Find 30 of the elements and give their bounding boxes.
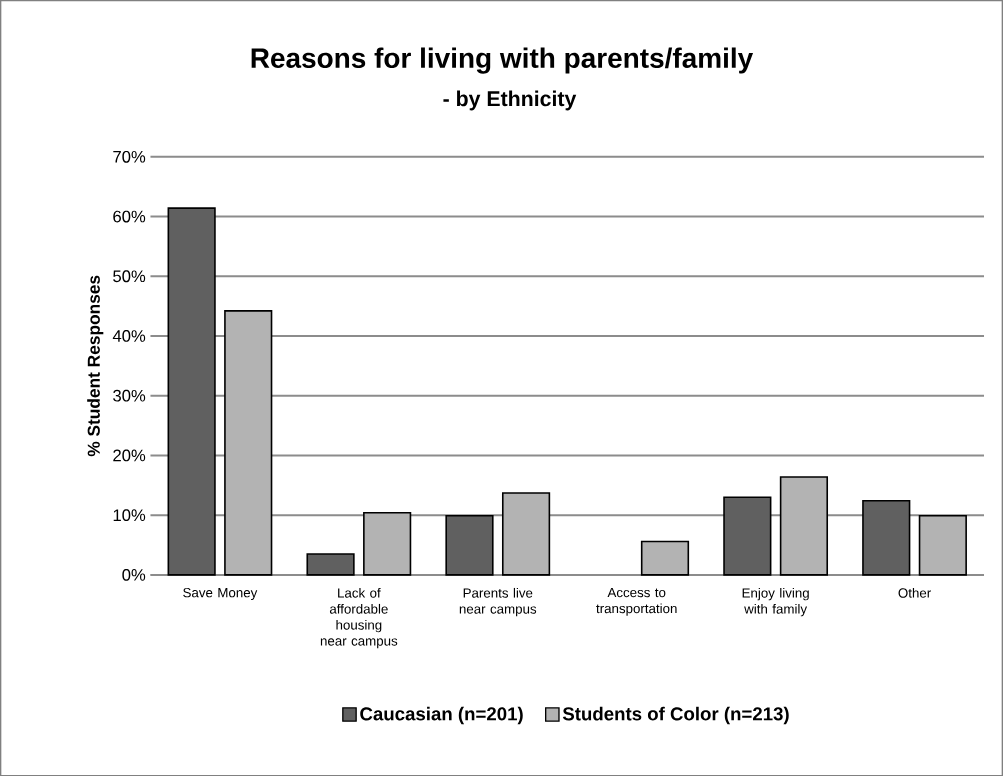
y-tick-label: 60% — [113, 210, 146, 223]
bar — [862, 499, 911, 576]
bar — [306, 553, 355, 576]
bar — [167, 207, 216, 576]
y-tick-label: 20% — [113, 449, 146, 462]
y-tick-label: 10% — [113, 509, 146, 521]
bar — [501, 492, 551, 576]
y-tick-label: 0% — [122, 568, 146, 581]
chart-subtitle: - by Ethnicity — [443, 90, 577, 111]
y-tick-label: 70% — [113, 150, 146, 163]
legend-label: Students of Color (n=213) — [562, 706, 789, 725]
x-tick-label: Access to transportation — [596, 587, 677, 616]
x-tick-label: Enjoy living with family — [742, 587, 809, 617]
y-tick-label: 50% — [113, 270, 146, 282]
y-tick-label: 30% — [113, 389, 146, 402]
legend-label: Caucasian (n=201) — [360, 706, 523, 725]
x-tick-label: Lack of affordable housing near campus — [320, 587, 398, 649]
x-tick-label: Parents live near campus — [459, 587, 537, 617]
bar — [723, 496, 772, 576]
bar — [640, 540, 690, 576]
bar — [779, 475, 829, 576]
x-tick-label: Save Money — [183, 587, 258, 600]
y-tick-label: 40% — [112, 329, 146, 342]
bar — [224, 309, 273, 576]
bar — [445, 514, 494, 576]
y-axis-title: % Student Responses — [87, 275, 104, 457]
chart-title: Reasons for living with parents/family — [251, 47, 754, 74]
x-tick-label: Other — [898, 587, 931, 598]
bar — [918, 514, 967, 576]
bar — [363, 511, 412, 576]
